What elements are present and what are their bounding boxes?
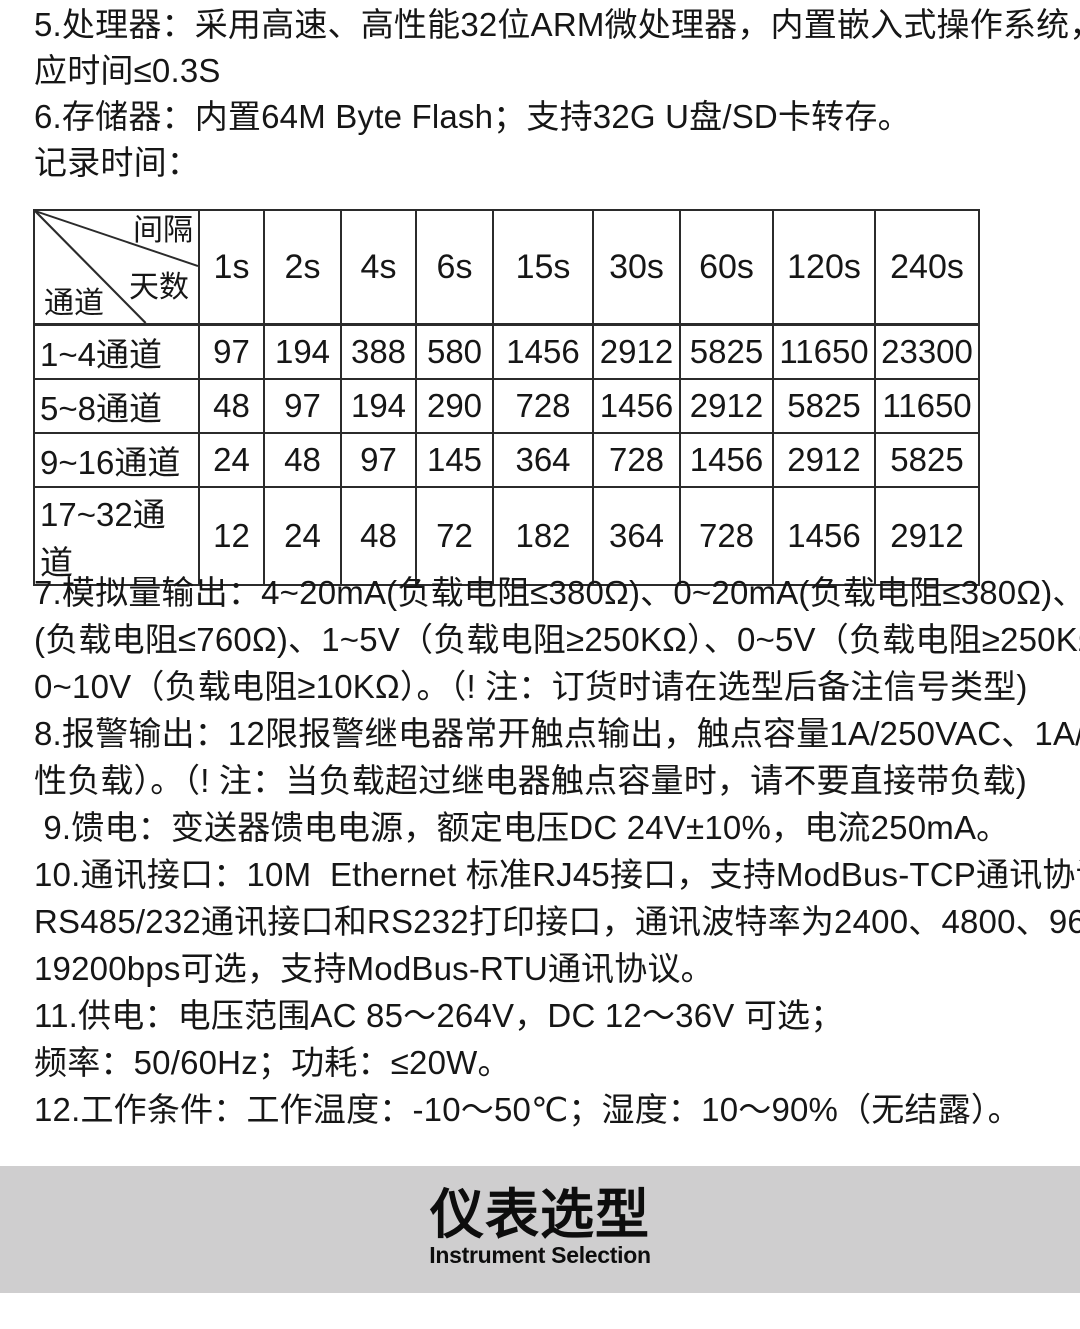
interval-header-cell: 30s <box>592 209 681 326</box>
record-days-cell: 1456 <box>592 378 681 434</box>
record-days-cell: 1456 <box>679 432 774 488</box>
spec-text-line: 8.报警输出：12限报警继电器常开触点输出，触点容量1A/250VAC、1A/2… <box>34 715 1080 752</box>
interval-header-cell: 120s <box>772 209 876 326</box>
record-days-cell: 388 <box>340 323 417 380</box>
record-days-cell: 11650 <box>874 378 980 434</box>
record-days-cell: 11650 <box>772 323 876 380</box>
record-days-cell: 23300 <box>874 323 980 380</box>
channel-range-cell: 17~32通道 <box>33 486 200 586</box>
interval-header-cell: 4s <box>340 209 417 326</box>
spec-text-line: 19200bps可选，支持ModBus-RTU通讯协议。 <box>34 950 714 987</box>
record-days-cell: 5825 <box>772 378 876 434</box>
interval-header-cell: 6s <box>415 209 494 326</box>
interval-header-cell: 2s <box>263 209 342 326</box>
channel-range-cell: 1~4通道 <box>33 323 200 380</box>
record-table-row: 1~4通道 97 194 388 580 1456 2912 5825 11650 23300 <box>33 323 980 380</box>
record-days-cell: 1456 <box>492 323 594 380</box>
spec-text-line: 10.通讯接口：10M Ethernet 标准RJ45接口，支持ModBus-T… <box>34 856 1080 893</box>
spec-text-bottom-block: 7.模拟量输出：4~20mA(负载电阻≤380Ω)、0~20mA(负载电阻≤38… <box>34 569 1080 1133</box>
channel-range-cell: 9~16通道 <box>33 432 200 488</box>
record-days-cell: 12 <box>198 486 265 586</box>
spec-text-line: 性负载）。（! 注：当负载超过继电器触点容量时，请不要直接带负载) <box>34 762 1027 799</box>
banner-subtitle: Instrument Selection <box>429 1242 651 1268</box>
corner-label-days: 天数 <box>129 271 189 304</box>
interval-header-cell: 15s <box>492 209 594 326</box>
record-table-row: 17~32通道 12 24 48 72 182 364 728 1456 2912 <box>33 486 980 586</box>
record-days-cell: 2912 <box>874 486 980 586</box>
record-days-cell: 97 <box>198 323 265 380</box>
interval-header-cell: 60s <box>679 209 774 326</box>
record-days-cell: 48 <box>198 378 265 434</box>
record-days-cell: 2912 <box>679 378 774 434</box>
interval-header-cell: 240s <box>874 209 980 326</box>
spec-text-line: 0~10V（负载电阻≥10KΩ）。（! 注：订货时请在选型后备注信号类型) <box>34 668 1028 705</box>
spec-text-top-block: 5.处理器：采用高速、高性能32位ARM微处理器，内置嵌入式操作系统，画面切换响… <box>34 2 1080 186</box>
record-days-cell: 290 <box>415 378 494 434</box>
record-days-cell: 194 <box>340 378 417 434</box>
record-days-cell: 97 <box>340 432 417 488</box>
record-table-row: 9~16通道 24 48 97 145 364 728 1456 2912 5825 <box>33 432 980 488</box>
record-days-cell: 194 <box>263 323 342 380</box>
spec-text-line: 7.模拟量输出：4~20mA(负载电阻≤380Ω)、0~20mA(负载电阻≤38… <box>34 574 1080 611</box>
instrument-selection-banner: 仪表选型 Instrument Selection <box>0 1166 1080 1293</box>
record-days-cell: 24 <box>263 486 342 586</box>
diagonal-divider-lines <box>36 211 197 322</box>
record-days-cell: 728 <box>679 486 774 586</box>
record-table-row: 5~8通道 48 97 194 290 728 1456 2912 5825 11650 <box>33 378 980 434</box>
corner-label-channel: 通道 <box>44 287 104 320</box>
record-days-cell: 728 <box>492 378 594 434</box>
record-days-cell: 364 <box>592 486 681 586</box>
record-days-cell: 5825 <box>874 432 980 488</box>
record-days-cell: 24 <box>198 432 265 488</box>
record-time-table: 间隔 天数 通道 1s 2s 4s 6s 15s 30s 60s 120s 240s 1~4通道… <box>33 209 980 586</box>
record-table-header-row: 间隔 天数 通道 1s 2s 4s 6s 15s 30s 60s 120s 240s <box>33 209 980 326</box>
spec-text-line: 记录时间： <box>34 144 200 181</box>
record-days-cell: 48 <box>340 486 417 586</box>
record-days-cell: 182 <box>492 486 594 586</box>
record-days-cell: 97 <box>263 378 342 434</box>
spec-text-line: (负载电阻≤760Ω)、1~5V（负载电阻≥250KΩ）、0~5V（负载电阻≥2… <box>34 621 1080 658</box>
record-days-cell: 2912 <box>592 323 681 380</box>
record-days-cell: 580 <box>415 323 494 380</box>
record-days-cell: 5825 <box>679 323 774 380</box>
spec-text-line: 频率：50/60Hz；功耗：≤20W。 <box>34 1044 511 1081</box>
spec-text-line: 9.馈电：变送器馈电电源，额定电压DC 24V±10%，电流250mA。 <box>34 809 1010 846</box>
record-days-cell: 1456 <box>772 486 876 586</box>
spec-text-line: 12.工作条件：工作温度：-10～50℃；湿度：10～90%（无结露）。 <box>34 1091 1021 1128</box>
interval-header-cell: 1s <box>198 209 265 326</box>
record-days-cell: 72 <box>415 486 494 586</box>
spec-text-line: 5.处理器：采用高速、高性能32位ARM微处理器，内置嵌入式操作系统，画面切换响 <box>34 6 1080 43</box>
spec-text-line: 6.存储器：内置64M Byte Flash；支持32G U盘/SD卡转存。 <box>34 98 911 135</box>
corner-label-interval: 间隔 <box>133 214 193 247</box>
record-days-cell: 728 <box>592 432 681 488</box>
record-days-cell: 2912 <box>772 432 876 488</box>
table-corner-cell: 间隔 天数 通道 <box>33 209 200 326</box>
spec-text-line: 应时间≤0.3S <box>34 52 221 89</box>
channel-range-cell: 5~8通道 <box>33 378 200 434</box>
record-days-cell: 364 <box>492 432 594 488</box>
record-days-cell: 145 <box>415 432 494 488</box>
spec-text-line: RS485/232通讯接口和RS232打印接口，通讯波特率为2400、4800、… <box>34 903 1080 940</box>
record-days-cell: 48 <box>263 432 342 488</box>
spec-text-line: 11.供电：电压范围AC 85～264V，DC 12～36V 可选； <box>34 997 844 1034</box>
banner-title: 仪表选型 <box>430 1185 650 1245</box>
